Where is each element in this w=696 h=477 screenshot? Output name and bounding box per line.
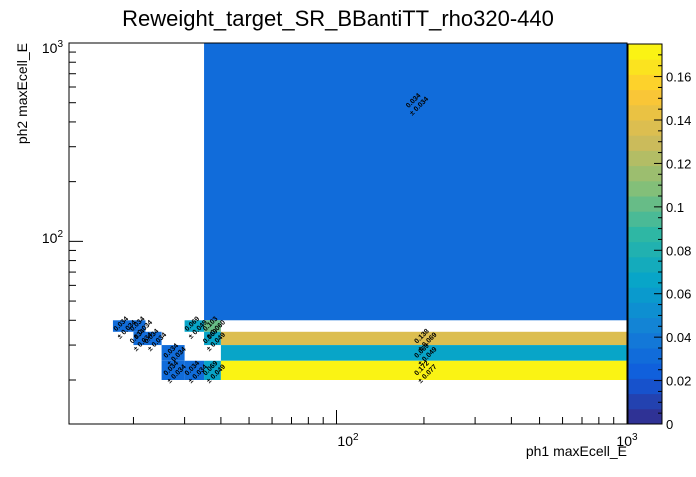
heatmap-cell — [220, 345, 628, 361]
colorbar-tick-label: 0.02 — [666, 374, 691, 389]
y-axis-label: ph2 maxEcell_E — [14, 43, 30, 144]
colorbar-band — [628, 59, 662, 75]
colorbar-tick-label: 0.12 — [666, 156, 691, 171]
heatmap-cell — [133, 331, 146, 346]
colorbar-tick-label: 0.06 — [666, 287, 691, 302]
y-tick-label-1000: 103 — [42, 39, 64, 56]
colorbar-tick-label: 0.14 — [666, 113, 691, 128]
colorbar-band — [628, 120, 662, 136]
colorbar-band — [628, 317, 662, 334]
x-tick-label-100: 102 — [337, 432, 359, 449]
colorbar-band — [628, 363, 662, 379]
colorbar-band — [628, 196, 662, 212]
colorbar-band — [628, 89, 662, 106]
colorbar-tick-label: 0.1 — [666, 200, 684, 215]
colorbar-band — [628, 256, 662, 273]
heatmap-cell — [220, 360, 628, 380]
x-axis-ticks — [132, 410, 628, 424]
colorbar-band — [628, 302, 662, 319]
heatmap-cell — [112, 320, 134, 332]
y-axis-ticks — [69, 42, 83, 381]
colorbar-frame — [627, 43, 663, 425]
colorbar-band — [628, 226, 662, 243]
plot-frame — [68, 42, 628, 425]
colorbar-tick-label: 0 — [666, 417, 673, 432]
colorbar-band — [628, 378, 662, 395]
heatmap-cell — [204, 320, 221, 332]
colorbar-tick-label: 0.16 — [666, 70, 691, 85]
heatmap-cell — [161, 360, 185, 380]
colorbar-tick-label: 0.08 — [666, 243, 691, 258]
colorbar-band — [628, 241, 662, 258]
chart-title: Reweight_target_SR_BBantiTT_rho320-440 — [122, 6, 554, 31]
heatmap-cell — [204, 43, 627, 321]
colorbar-band — [628, 332, 662, 349]
colorbar-band — [628, 393, 662, 410]
heatmap-cells — [112, 43, 628, 380]
colorbar-band — [628, 74, 662, 91]
y-tick-label-100: 102 — [42, 229, 64, 246]
colorbar-tick-label: 0.04 — [666, 330, 691, 345]
heatmap-cell — [133, 320, 146, 332]
colorbar-band — [628, 348, 662, 364]
colorbar-band — [628, 272, 662, 288]
heatmap-cell — [204, 360, 221, 380]
colorbar-band — [628, 150, 662, 167]
colorbar-band — [628, 287, 662, 303]
heatmap-cell — [204, 331, 221, 346]
colorbar-ticks: 0 0.02 0.04 0.06 0.08 0.1 0.12 0.14 0.16 — [654, 43, 691, 432]
colorbar-band — [628, 408, 662, 425]
heatmap-cell — [145, 331, 162, 346]
colorbar-band — [628, 104, 662, 121]
colorbar-band — [628, 165, 662, 182]
heatmap-cell — [220, 331, 628, 346]
colorbar-band — [628, 135, 662, 151]
x-axis-label: ph1 maxEcell_E — [526, 443, 627, 459]
colorbar-band — [628, 211, 662, 227]
heatmap-cell — [184, 360, 205, 380]
heatmap-cell — [161, 345, 185, 361]
colorbar — [627, 43, 663, 425]
colorbar-band — [628, 180, 662, 197]
heatmap-cell — [184, 320, 205, 332]
colorbar-band — [628, 44, 662, 60]
